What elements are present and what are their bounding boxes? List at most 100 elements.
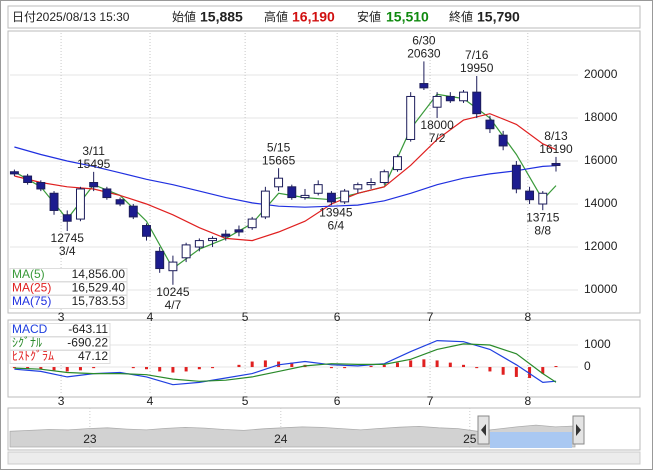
annotation-date: 8/13 xyxy=(544,129,568,143)
candle-body xyxy=(551,162,561,167)
x-tick-label: 6 xyxy=(334,310,341,324)
histogram-bar xyxy=(462,364,466,368)
y-tick-label: 1000 xyxy=(584,337,611,351)
x-tick-label: 5 xyxy=(242,310,249,324)
legend-name: ｼｸﾞﾅﾙ xyxy=(12,336,42,350)
candle-body xyxy=(472,91,482,115)
histogram-bar xyxy=(528,367,532,379)
legend-name: MA(75) xyxy=(12,294,51,308)
close-value: 15,790 xyxy=(477,9,520,25)
price-panel xyxy=(7,30,641,314)
candle-body xyxy=(62,214,72,222)
annotation-date: 6/4 xyxy=(327,218,344,232)
histogram-bar xyxy=(78,367,82,371)
high-label: 高値 xyxy=(264,9,288,24)
x-tick-label: 3 xyxy=(58,310,65,324)
candle-body xyxy=(379,171,389,184)
candle-body xyxy=(234,229,244,233)
legend-box xyxy=(9,295,128,309)
histogram-bar xyxy=(369,365,373,368)
annotation-value: 12745 xyxy=(51,231,85,245)
histogram-bar xyxy=(541,367,545,374)
candle-body xyxy=(511,164,521,190)
annotation-value: 19950 xyxy=(460,61,494,75)
candle-body xyxy=(102,188,112,199)
annotation-date: 3/11 xyxy=(82,144,105,158)
x-tick-label: 8 xyxy=(524,394,531,408)
annotation-value: 13945 xyxy=(319,205,353,219)
histogram-bar xyxy=(197,367,201,370)
legend-value: -690.22 xyxy=(67,336,108,350)
candle-body xyxy=(208,237,218,242)
annotation-date: 7/2 xyxy=(429,131,446,145)
histogram-bar xyxy=(501,367,505,375)
candle-body xyxy=(142,225,151,237)
histogram-bar xyxy=(26,367,30,369)
x-tick-label: 7 xyxy=(427,310,434,324)
annotation-date: 5/15 xyxy=(267,140,291,154)
candle-body xyxy=(155,250,165,270)
histogram-bar xyxy=(554,365,558,368)
open-value: 15,885 xyxy=(200,9,243,25)
annotation-date: 3/4 xyxy=(59,244,76,258)
candle-body xyxy=(128,205,138,218)
navigator-tick-label: 24 xyxy=(274,432,288,446)
legend-box xyxy=(9,350,111,364)
candle-body xyxy=(326,192,336,203)
y-tick-label: 12000 xyxy=(584,239,618,253)
x-tick-label: 7 xyxy=(427,394,434,408)
y-tick-label: 18000 xyxy=(584,110,618,124)
legend-value: 15,783.53 xyxy=(72,294,126,308)
candle-body xyxy=(75,188,85,220)
macd-panel xyxy=(7,319,641,398)
histogram-bar xyxy=(514,367,518,377)
handle-arrow xyxy=(576,424,581,436)
histogram-bar xyxy=(290,362,294,368)
y-tick-label: 0 xyxy=(584,359,591,373)
histogram-bar xyxy=(131,367,135,369)
legend-value: 16,529.40 xyxy=(72,281,126,295)
candle-body xyxy=(313,184,323,194)
histogram-bar xyxy=(475,367,479,369)
candle-body xyxy=(260,190,270,218)
candle-body xyxy=(300,194,310,199)
x-tick-label: 4 xyxy=(147,310,154,324)
high-value: 16,190 xyxy=(292,9,335,25)
histogram-bar xyxy=(488,367,492,372)
candle-body xyxy=(274,177,284,188)
annotation-value: 10245 xyxy=(156,285,190,299)
candle-body xyxy=(432,95,442,108)
navigator-area xyxy=(9,424,576,448)
datetime: 2025/08/13 15:30 xyxy=(36,10,130,24)
y-tick-label: 20000 xyxy=(584,67,618,81)
scrollbar[interactable] xyxy=(7,451,641,465)
annotation-value: 15495 xyxy=(77,157,111,171)
close-label: 終値 xyxy=(449,9,473,24)
x-tick-label: 6 xyxy=(334,394,341,408)
histogram-bar xyxy=(382,364,386,368)
open-label: 始値 xyxy=(172,9,196,24)
candle-body xyxy=(194,240,204,248)
candle-body xyxy=(353,184,363,190)
annotation-value: 13715 xyxy=(526,210,560,224)
histogram-bar xyxy=(39,367,43,370)
annotation-value: 20630 xyxy=(407,47,441,61)
candle-body xyxy=(36,182,46,190)
y-tick-label: 14000 xyxy=(584,196,618,210)
candle-body xyxy=(115,199,125,205)
histogram-bar xyxy=(395,362,399,368)
histogram-bar xyxy=(52,367,56,371)
candle-body xyxy=(366,182,376,186)
legend-value: 47.12 xyxy=(78,349,108,363)
header-box xyxy=(7,5,641,29)
legend-value: 14,856.00 xyxy=(72,267,126,281)
annotation-value: 18000 xyxy=(420,118,454,132)
histogram-bar xyxy=(422,359,426,368)
histogram-bar xyxy=(65,367,69,372)
annotation-value: 16190 xyxy=(539,142,573,156)
candle-body xyxy=(221,233,231,237)
annotation-date: 4/7 xyxy=(165,298,182,312)
candle-body xyxy=(445,95,455,102)
candle-body xyxy=(287,186,297,199)
